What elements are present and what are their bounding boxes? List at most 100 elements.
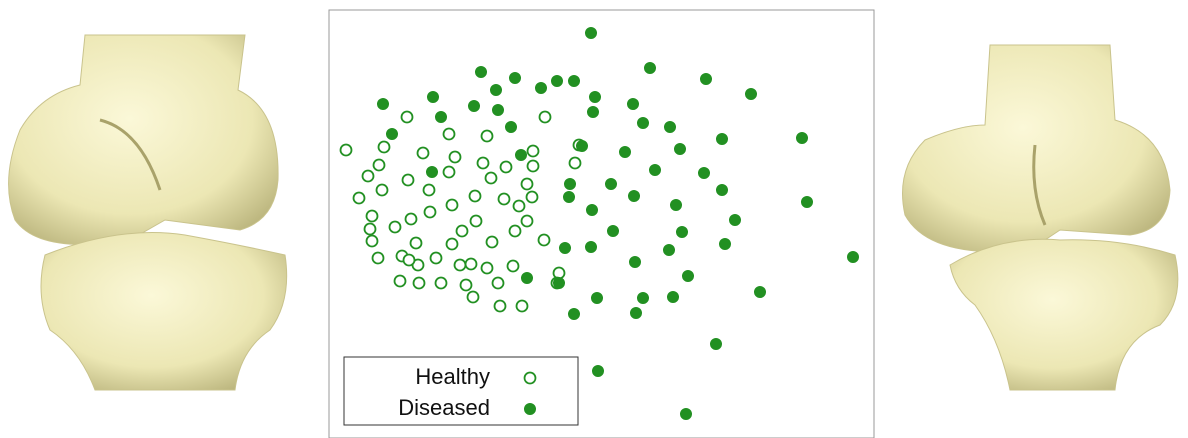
data-point — [629, 256, 641, 268]
data-point — [455, 224, 469, 238]
data-point — [568, 308, 580, 320]
data-point — [847, 251, 859, 263]
data-point — [404, 212, 418, 226]
right-knee-image — [902, 44, 1179, 391]
left-knee-image — [8, 34, 288, 391]
data-point — [493, 299, 507, 313]
data-point — [801, 196, 813, 208]
data-point — [429, 251, 443, 265]
data-point — [469, 214, 483, 228]
data-point — [551, 75, 563, 87]
data-point — [619, 146, 631, 158]
data-point — [676, 226, 688, 238]
data-point — [520, 177, 534, 191]
data-point — [492, 104, 504, 116]
data-point — [490, 84, 502, 96]
data-point — [607, 225, 619, 237]
data-point — [445, 198, 459, 212]
data-point — [506, 259, 520, 273]
data-point — [525, 190, 539, 204]
data-point — [564, 178, 576, 190]
data-point — [585, 241, 597, 253]
data-point — [400, 110, 414, 124]
data-point — [352, 191, 366, 205]
data-point — [393, 274, 407, 288]
data-point — [505, 121, 517, 133]
data-point — [576, 140, 588, 152]
data-point — [480, 129, 494, 143]
legend-label: Diseased — [398, 395, 490, 420]
data-point — [361, 169, 375, 183]
data-point — [459, 278, 473, 292]
data-point — [538, 110, 552, 124]
data-point — [484, 171, 498, 185]
data-point — [520, 214, 534, 228]
data-point — [388, 220, 402, 234]
data-point — [591, 292, 603, 304]
data-point — [553, 277, 565, 289]
data-point — [402, 253, 416, 267]
data-point — [563, 191, 575, 203]
data-point — [716, 184, 728, 196]
data-point — [628, 190, 640, 202]
legend-box — [343, 356, 579, 426]
data-point — [372, 158, 386, 172]
data-point — [375, 183, 389, 197]
data-point — [423, 205, 437, 219]
data-point — [497, 192, 511, 206]
data-point — [485, 235, 499, 249]
data-point — [627, 98, 639, 110]
data-point — [468, 100, 480, 112]
data-point — [637, 292, 649, 304]
data-point — [466, 290, 480, 304]
data-point — [409, 236, 423, 250]
data-point — [475, 66, 487, 78]
data-point — [644, 62, 656, 74]
data-point — [559, 242, 571, 254]
data-point — [377, 98, 389, 110]
data-point — [377, 140, 391, 154]
data-point — [585, 27, 597, 39]
data-point — [586, 204, 598, 216]
data-point — [371, 251, 385, 265]
data-point — [515, 299, 529, 313]
data-point — [422, 183, 436, 197]
data-point — [476, 156, 490, 170]
data-point — [698, 167, 710, 179]
data-point — [754, 286, 766, 298]
data-point — [630, 307, 642, 319]
data-point — [508, 224, 522, 238]
data-point — [526, 159, 540, 173]
data-point — [412, 276, 426, 290]
data-point — [434, 276, 448, 290]
data-point — [453, 258, 467, 272]
data-point — [509, 72, 521, 84]
data-point — [537, 233, 551, 247]
data-point — [796, 132, 808, 144]
data-point — [448, 150, 462, 164]
data-point — [552, 266, 566, 280]
data-point — [435, 111, 447, 123]
data-point — [445, 237, 459, 251]
data-point — [426, 166, 438, 178]
data-point — [674, 143, 686, 155]
data-point — [700, 73, 712, 85]
data-point — [365, 209, 379, 223]
data-point — [605, 178, 617, 190]
data-point — [468, 189, 482, 203]
data-point — [401, 173, 415, 187]
data-point — [499, 160, 513, 174]
legend-label: Healthy — [415, 364, 490, 389]
data-point — [464, 257, 478, 271]
data-point — [568, 156, 582, 170]
data-point — [719, 238, 731, 250]
data-point — [716, 133, 728, 145]
data-point — [587, 106, 599, 118]
data-point — [512, 199, 526, 213]
data-point — [386, 128, 398, 140]
data-point — [521, 272, 533, 284]
data-point — [589, 91, 601, 103]
data-point — [427, 91, 439, 103]
legend-marker — [524, 403, 536, 415]
